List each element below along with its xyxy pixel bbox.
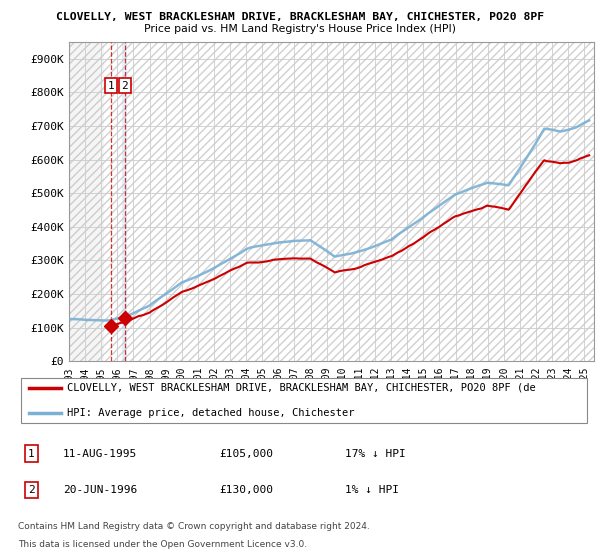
Text: £105,000: £105,000 <box>219 449 273 459</box>
Bar <box>122 42 127 361</box>
Text: HPI: Average price, detached house, Chichester: HPI: Average price, detached house, Chic… <box>67 408 354 418</box>
Text: 1% ↓ HPI: 1% ↓ HPI <box>345 485 399 495</box>
Text: Price paid vs. HM Land Registry's House Price Index (HPI): Price paid vs. HM Land Registry's House … <box>144 24 456 34</box>
Text: CLOVELLY, WEST BRACKLESHAM DRIVE, BRACKLESHAM BAY, CHICHESTER, PO20 8PF (de: CLOVELLY, WEST BRACKLESHAM DRIVE, BRACKL… <box>67 383 535 393</box>
Text: 11-AUG-1995: 11-AUG-1995 <box>63 449 137 459</box>
Text: 1: 1 <box>28 449 35 459</box>
Text: 2: 2 <box>122 81 128 91</box>
Text: This data is licensed under the Open Government Licence v3.0.: This data is licensed under the Open Gov… <box>18 540 307 549</box>
Text: Contains HM Land Registry data © Crown copyright and database right 2024.: Contains HM Land Registry data © Crown c… <box>18 522 370 531</box>
FancyBboxPatch shape <box>21 378 587 423</box>
Text: 17% ↓ HPI: 17% ↓ HPI <box>345 449 406 459</box>
Text: 2: 2 <box>28 485 35 495</box>
Text: £130,000: £130,000 <box>219 485 273 495</box>
Text: CLOVELLY, WEST BRACKLESHAM DRIVE, BRACKLESHAM BAY, CHICHESTER, PO20 8PF: CLOVELLY, WEST BRACKLESHAM DRIVE, BRACKL… <box>56 12 544 22</box>
Text: 1: 1 <box>107 81 115 91</box>
Text: 20-JUN-1996: 20-JUN-1996 <box>63 485 137 495</box>
